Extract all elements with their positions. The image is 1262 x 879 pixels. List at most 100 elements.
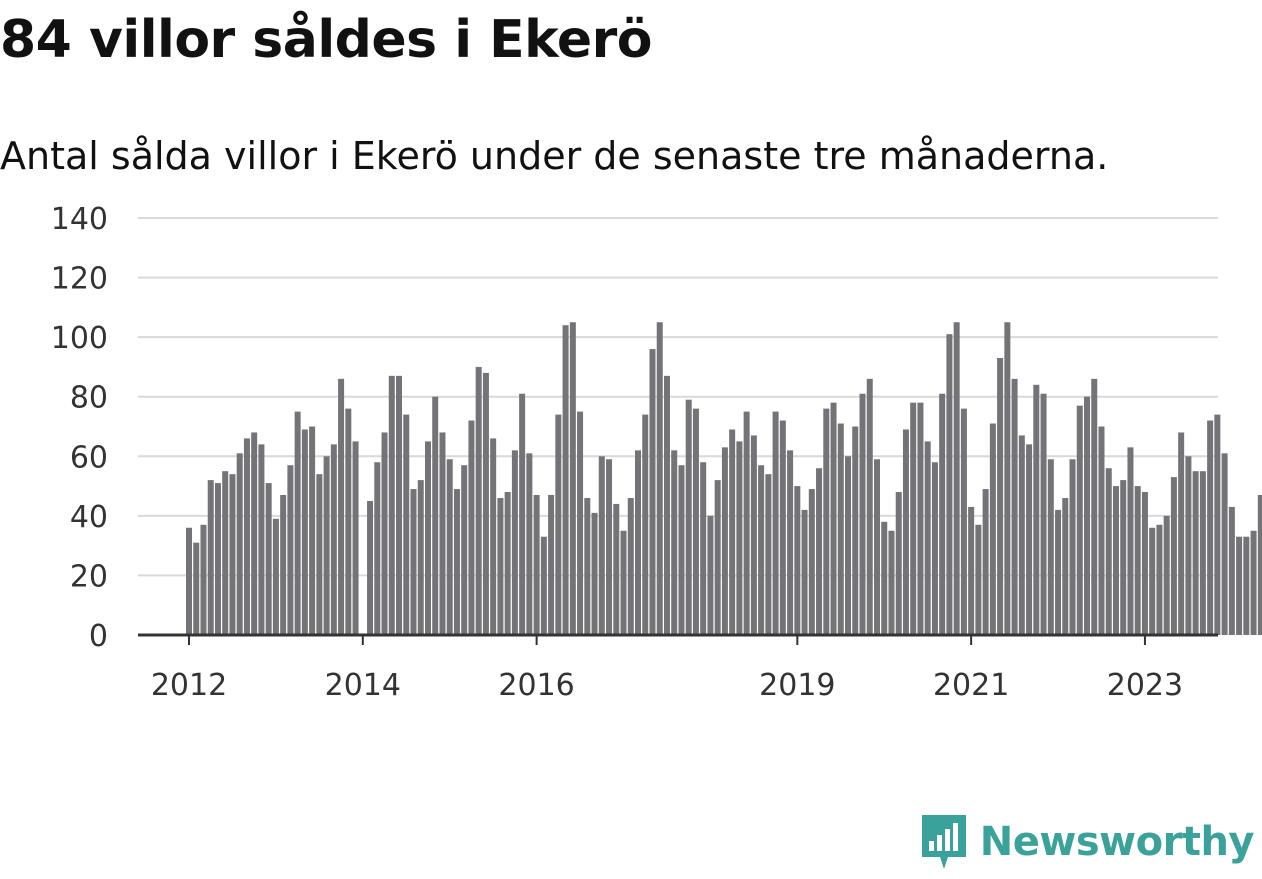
bar	[859, 393, 866, 635]
bar	[982, 489, 989, 635]
bar	[374, 462, 381, 635]
y-tick-label: 120	[51, 262, 108, 297]
bar	[193, 542, 200, 635]
bar	[946, 334, 953, 635]
bar	[1185, 456, 1192, 635]
bar	[222, 471, 229, 635]
bar	[1236, 536, 1243, 635]
x-tick-label: 2023	[1107, 668, 1183, 703]
y-tick-label: 100	[51, 321, 108, 356]
bar	[997, 357, 1004, 635]
bar	[1091, 378, 1098, 635]
bar	[468, 420, 475, 635]
bar	[743, 411, 750, 635]
bar	[656, 322, 663, 635]
bar	[888, 530, 895, 635]
bar	[671, 450, 678, 635]
bar	[1207, 420, 1214, 635]
bar	[787, 450, 794, 635]
bar	[707, 515, 714, 635]
bar	[902, 429, 909, 635]
bar	[446, 459, 453, 635]
bar	[417, 480, 424, 635]
y-tick-label: 40	[70, 500, 108, 535]
y-tick-label: 80	[70, 381, 108, 416]
bar	[939, 393, 946, 635]
bar	[323, 456, 330, 635]
bar	[808, 489, 815, 635]
bar	[497, 497, 504, 635]
bar	[214, 483, 221, 635]
bar	[200, 524, 207, 635]
bar	[968, 506, 975, 635]
bar	[367, 500, 374, 635]
bar	[396, 375, 403, 635]
bar	[562, 325, 569, 635]
bar	[700, 462, 707, 635]
bar	[823, 408, 830, 635]
bar	[642, 414, 649, 635]
x-tick-label: 2021	[933, 668, 1009, 703]
bar	[1026, 444, 1033, 635]
bar	[1105, 468, 1112, 635]
bar	[1221, 453, 1228, 635]
bar	[772, 411, 779, 635]
bar	[540, 536, 547, 635]
bar	[1055, 509, 1062, 635]
bar	[243, 438, 250, 635]
newsworthy-logo-icon	[921, 815, 966, 869]
bar	[207, 480, 214, 635]
bar	[1163, 515, 1170, 635]
bar	[236, 453, 243, 635]
bar	[490, 438, 497, 635]
bar	[895, 492, 902, 635]
bar	[1214, 414, 1221, 635]
bar	[569, 322, 576, 635]
bar	[1170, 477, 1177, 635]
bar	[591, 512, 598, 635]
bar	[685, 399, 692, 635]
bar	[1047, 459, 1054, 635]
bar	[482, 372, 489, 635]
bar	[852, 426, 859, 635]
bar	[750, 435, 757, 635]
bar	[424, 441, 431, 635]
bar	[519, 393, 526, 635]
x-tick-label: 2019	[759, 668, 835, 703]
bar	[345, 408, 352, 635]
bar	[1134, 486, 1141, 635]
bar	[663, 375, 670, 635]
bar	[280, 495, 287, 635]
newsworthy-logo-text: Newsworthy	[979, 819, 1255, 865]
bar	[1069, 459, 1076, 635]
bar	[432, 396, 439, 635]
bar	[794, 486, 801, 635]
bar	[410, 489, 417, 635]
bar	[1250, 530, 1257, 635]
bar	[1098, 426, 1105, 635]
bar	[1040, 393, 1047, 635]
bar	[736, 441, 743, 635]
bar	[1084, 396, 1091, 635]
bar	[475, 366, 482, 635]
bar	[1033, 384, 1040, 635]
bar	[1120, 480, 1127, 635]
bar	[533, 495, 540, 635]
bar	[1141, 492, 1148, 635]
newsworthy-logo: Newsworthy	[918, 811, 1255, 873]
bar	[989, 423, 996, 635]
bar	[229, 474, 236, 635]
bar	[338, 378, 345, 635]
bar	[584, 497, 591, 635]
y-tick-label: 20	[70, 559, 108, 594]
bar	[548, 495, 555, 635]
bar	[511, 450, 518, 635]
chart-subtitle: Antal sålda villor i Ekerö under de sena…	[0, 134, 1109, 178]
bar	[729, 429, 736, 635]
bar	[837, 423, 844, 635]
bar	[287, 465, 294, 635]
bar	[294, 411, 301, 635]
bar	[330, 444, 337, 635]
bar	[627, 497, 634, 635]
